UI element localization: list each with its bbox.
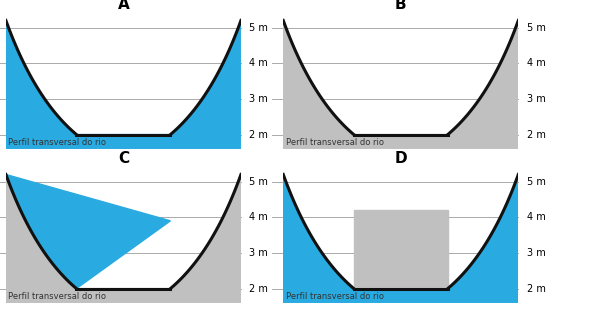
Text: C: C	[118, 150, 129, 166]
Text: 5 m: 5 m	[527, 177, 545, 187]
Text: 3 m: 3 m	[249, 248, 268, 258]
Text: 5 m: 5 m	[527, 23, 545, 32]
Polygon shape	[6, 20, 241, 149]
Text: B: B	[395, 0, 406, 11]
Text: 3 m: 3 m	[249, 94, 268, 104]
Text: 4 m: 4 m	[527, 58, 545, 68]
Text: 4 m: 4 m	[527, 212, 545, 222]
Text: Perfil transversal do rio: Perfil transversal do rio	[286, 292, 383, 301]
Polygon shape	[6, 175, 241, 303]
Text: 2 m: 2 m	[527, 284, 545, 294]
Text: Perfil transversal do rio: Perfil transversal do rio	[8, 292, 106, 301]
Text: 4 m: 4 m	[249, 58, 268, 68]
Text: 2 m: 2 m	[527, 129, 545, 140]
Text: 4 m: 4 m	[249, 212, 268, 222]
Text: 3 m: 3 m	[527, 94, 545, 104]
Text: A: A	[118, 0, 130, 11]
Text: 3 m: 3 m	[527, 248, 545, 258]
Text: Perfil transversal do rio: Perfil transversal do rio	[286, 138, 383, 147]
Text: 2 m: 2 m	[249, 129, 268, 140]
Text: 5 m: 5 m	[249, 177, 268, 187]
Text: 5 m: 5 m	[249, 23, 268, 32]
Text: D: D	[395, 150, 407, 166]
Polygon shape	[283, 175, 518, 303]
Text: Perfil transversal do rio: Perfil transversal do rio	[8, 138, 106, 147]
Polygon shape	[6, 175, 170, 289]
Polygon shape	[354, 210, 448, 289]
Polygon shape	[283, 20, 518, 149]
Text: 2 m: 2 m	[249, 284, 268, 294]
